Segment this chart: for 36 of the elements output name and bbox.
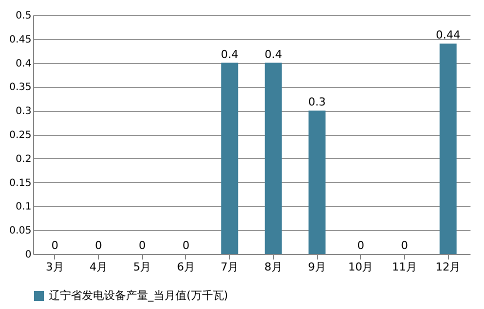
y-tick-label: 0.3 bbox=[16, 106, 32, 118]
y-tick-label: 0.45 bbox=[9, 34, 32, 46]
data-label: 0.3 bbox=[308, 96, 326, 109]
bar bbox=[308, 110, 326, 254]
data-label: 0.44 bbox=[436, 28, 460, 42]
x-tick-label: 10月 bbox=[348, 260, 374, 274]
y-tick-label: 0.2 bbox=[16, 154, 32, 165]
data-label: 0.4 bbox=[264, 48, 282, 61]
x-tick-label: 12月 bbox=[436, 260, 461, 274]
x-tick-label: 11月 bbox=[392, 260, 417, 274]
bar bbox=[264, 62, 282, 254]
bar bbox=[221, 62, 238, 254]
legend-label: 辽宁省发电设备产量_当月值(万千瓦) bbox=[49, 289, 228, 302]
data-label: 0 bbox=[95, 239, 102, 252]
y-tick-label: 0.25 bbox=[9, 130, 32, 141]
data-label: 0 bbox=[400, 239, 408, 252]
data-label: 0 bbox=[51, 239, 58, 252]
data-label: 0 bbox=[357, 239, 364, 252]
y-tick-label: 0.05 bbox=[9, 226, 32, 237]
x-tick-label: 5月 bbox=[133, 260, 152, 274]
y-tick-label: 0.4 bbox=[16, 58, 32, 70]
x-tick-label: 9月 bbox=[308, 260, 326, 274]
y-tick-label: 0.5 bbox=[16, 10, 32, 22]
data-label: 0 bbox=[182, 239, 190, 252]
y-tick-label: 0.15 bbox=[9, 178, 32, 189]
y-tick-label: 0 bbox=[25, 250, 32, 260]
x-tick-label: 4月 bbox=[90, 260, 108, 274]
x-tick-label: 7月 bbox=[220, 260, 239, 274]
x-tick-label: 6月 bbox=[176, 260, 195, 274]
y-tick-label: 0.1 bbox=[16, 202, 32, 213]
data-label: 0.4 bbox=[220, 48, 238, 61]
y-tick-label: 0.35 bbox=[9, 82, 32, 94]
bar bbox=[440, 44, 457, 254]
x-tick-label: 3月 bbox=[46, 260, 64, 274]
x-tick-label: 8月 bbox=[264, 260, 282, 274]
data-label: 0 bbox=[138, 239, 146, 252]
